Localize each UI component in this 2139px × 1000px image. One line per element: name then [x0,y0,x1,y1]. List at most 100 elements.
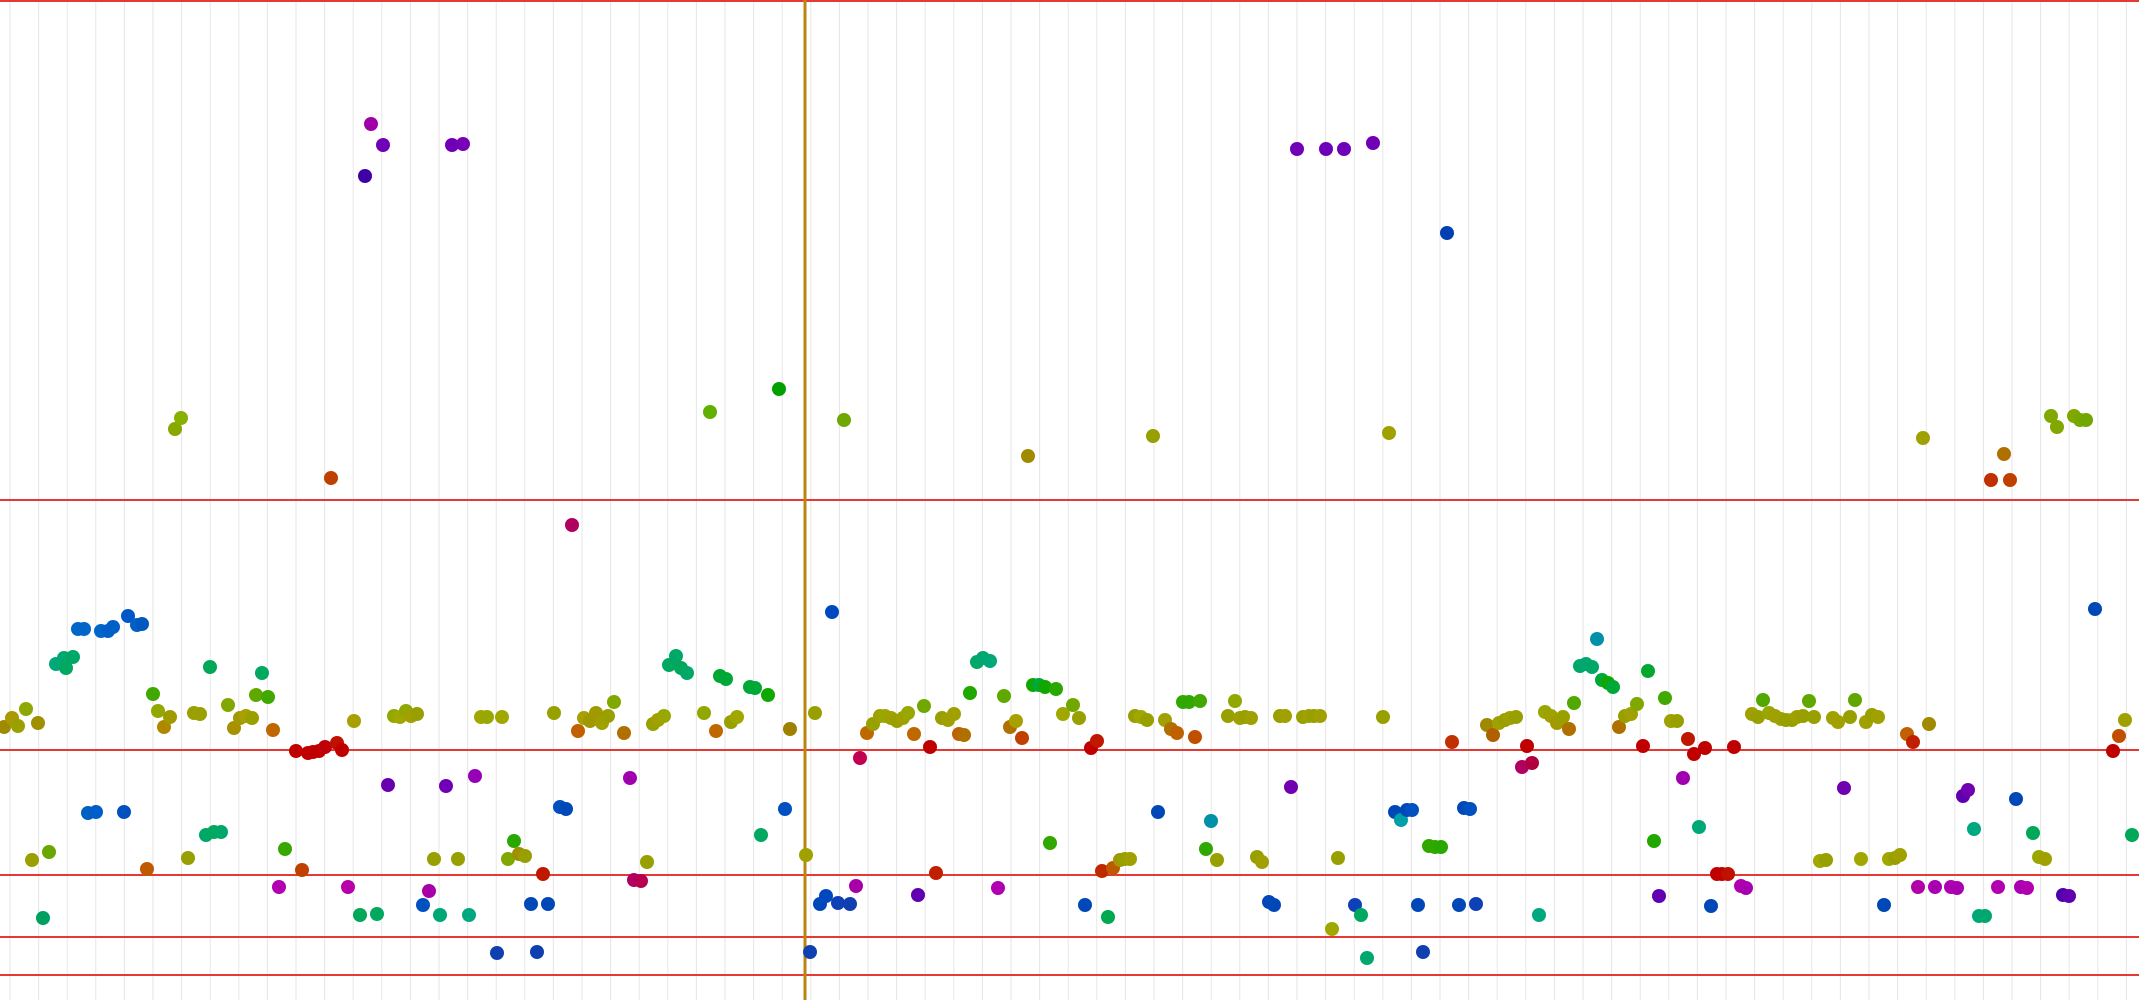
data-point [799,848,813,862]
data-point [1066,698,1080,712]
data-point [1590,632,1604,646]
data-point [2020,881,2034,895]
data-point [1123,852,1137,866]
data-point [1043,836,1057,850]
data-point [997,689,1011,703]
data-point [1278,709,1292,723]
data-point [1244,711,1258,725]
data-point [1837,781,1851,795]
data-point [1366,136,1380,150]
data-point [565,518,579,532]
data-point [819,889,833,903]
data-point [803,945,817,959]
data-point [911,888,925,902]
data-point [1319,142,1333,156]
data-point [1630,697,1644,711]
data-point [1819,853,1833,867]
data-point [1434,840,1448,854]
data-point [547,706,561,720]
data-point [249,688,263,702]
data-point [1796,709,1810,723]
data-point [1151,805,1165,819]
data-point [42,845,56,859]
data-point [917,699,931,713]
data-point [295,863,309,877]
data-point [1984,473,1998,487]
data-point [1038,680,1052,694]
data-point [1556,710,1570,724]
data-point [530,945,544,959]
data-point [669,649,683,663]
data-point [121,609,135,623]
data-point [261,690,275,704]
data-point [1807,710,1821,724]
data-point [1221,709,1235,723]
data-point [335,743,349,757]
data-point [451,852,465,866]
data-point [1140,713,1154,727]
data-point [324,471,338,485]
data-point [1652,889,1666,903]
data-point [31,716,45,730]
data-point [754,828,768,842]
data-point [778,802,792,816]
data-point [245,711,259,725]
data-point [1636,739,1650,753]
data-point [490,946,504,960]
data-point [1440,226,1454,240]
data-point [2079,413,2093,427]
data-point [1009,714,1023,728]
data-point [983,654,997,668]
data-point [1072,711,1086,725]
data-point [1687,747,1701,761]
data-point [255,666,269,680]
data-point [2088,602,2102,616]
data-point [456,137,470,151]
data-point [1997,447,2011,461]
data-point [168,422,182,436]
data-point [2118,713,2132,727]
data-point [445,138,459,152]
data-point [66,650,80,664]
data-point [1095,864,1109,878]
data-point [1486,728,1500,742]
data-point [2009,792,2023,806]
data-point [422,884,436,898]
data-point [518,849,532,863]
data-point [1193,694,1207,708]
data-point [59,661,73,675]
data-point [929,866,943,880]
data-point [1382,426,1396,440]
data-point [364,117,378,131]
data-point [1751,710,1765,724]
data-point [507,834,521,848]
data-point [947,707,961,721]
data-point [203,660,217,674]
data-point [1520,739,1534,753]
data-point [1469,897,1483,911]
data-point [480,710,494,724]
data-point [901,706,915,720]
data-point [837,413,851,427]
data-point [559,802,573,816]
data-point [381,778,395,792]
data-point [1756,693,1770,707]
data-point [1641,664,1655,678]
data-point [495,710,509,724]
data-point [571,724,585,738]
data-point [1692,820,1706,834]
data-point [772,382,786,396]
data-point [106,620,120,634]
data-point [1893,848,1907,862]
data-point [135,617,149,631]
data-point [36,911,50,925]
data-point [1182,695,1196,709]
data-point [2026,826,2040,840]
data-point [1950,881,1964,895]
data-point [1146,429,1160,443]
data-point [843,897,857,911]
data-point [1967,822,1981,836]
data-point [1606,680,1620,694]
data-point [214,825,228,839]
data-point [825,605,839,619]
